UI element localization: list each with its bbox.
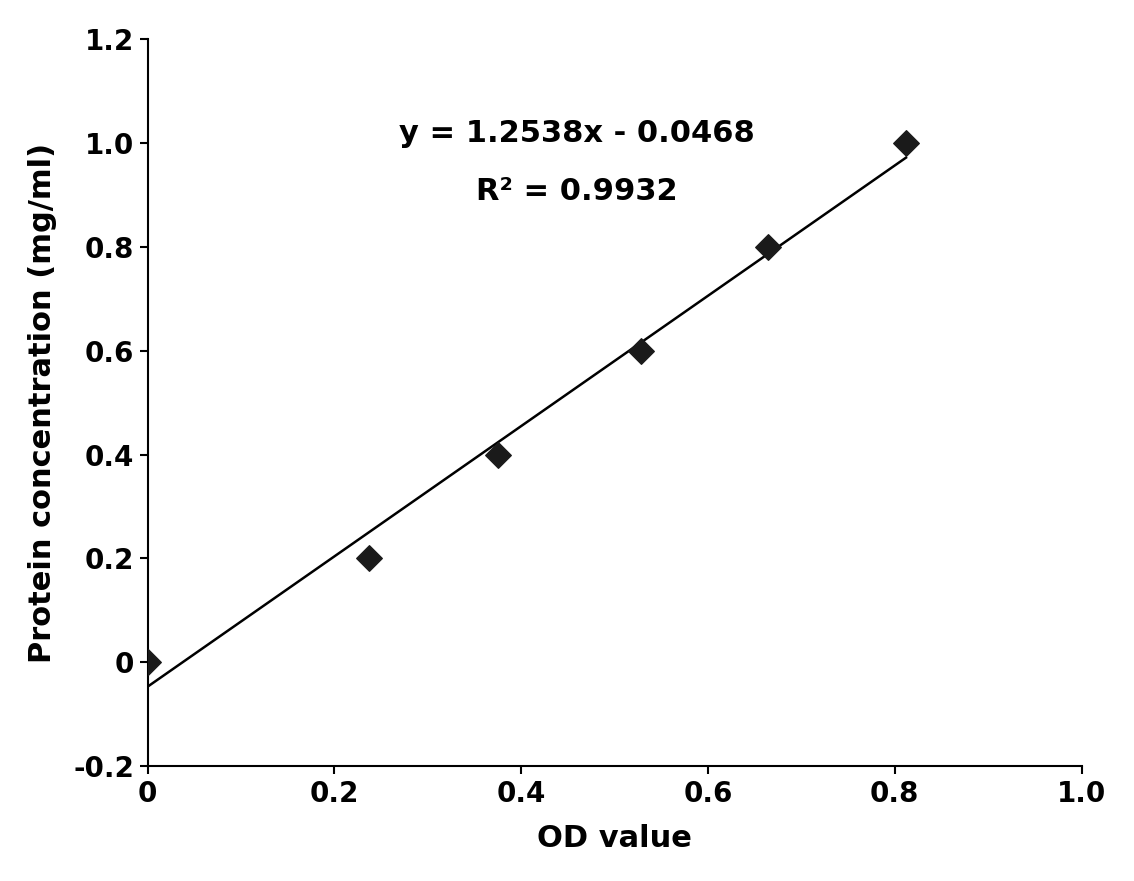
- Y-axis label: Protein concentration (mg/ml): Protein concentration (mg/ml): [27, 143, 57, 663]
- Point: [489, 448, 507, 462]
- X-axis label: OD value: OD value: [538, 825, 692, 853]
- Point: [759, 240, 777, 254]
- Point: [632, 344, 650, 358]
- Point: [897, 136, 915, 150]
- Point: [138, 655, 156, 670]
- Text: y = 1.2538x - 0.0468: y = 1.2538x - 0.0468: [399, 119, 755, 148]
- Point: [359, 552, 378, 566]
- Text: R² = 0.9932: R² = 0.9932: [476, 177, 678, 206]
